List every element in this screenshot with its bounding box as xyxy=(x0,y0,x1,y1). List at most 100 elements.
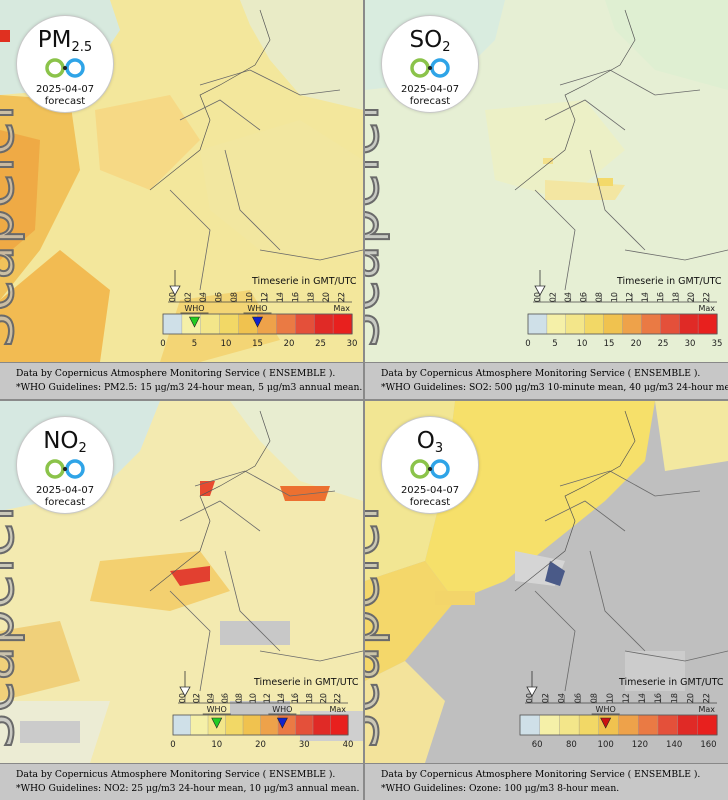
now-arrow-icon xyxy=(169,285,181,296)
colour-scale-step xyxy=(242,714,262,736)
scale-value-label: 25 xyxy=(658,339,669,349)
footer-who-guideline: *WHO Guidelines: NO2: 25 μg/m3 24-hour m… xyxy=(16,783,360,794)
who-marker-label: WHO xyxy=(272,705,292,714)
scale-value-label: 15 xyxy=(604,339,615,349)
colour-scale-step xyxy=(660,313,680,335)
hour-tick-label: 04 xyxy=(206,693,215,703)
hour-tick-label: 12 xyxy=(260,292,269,302)
hour-tick-label: 06 xyxy=(214,292,223,302)
timeserie-label: Timeserie in GMT/UTC xyxy=(254,677,359,688)
hour-tick-label: 14 xyxy=(641,292,650,302)
scale-value-label: 0 xyxy=(160,339,165,349)
hour-tick-label: 14 xyxy=(638,693,647,703)
hour-tick-label: 04 xyxy=(199,292,208,302)
pollutant-title: O3 xyxy=(416,428,444,457)
hour-tick-label: 08 xyxy=(589,693,598,703)
now-arrow-icon xyxy=(526,686,538,697)
colour-scale-step xyxy=(578,714,600,736)
colour-scale-step xyxy=(219,313,240,335)
hour-tick-label: 10 xyxy=(610,292,619,302)
who-marker-label: WHO xyxy=(184,304,204,313)
scale-value-label: 160 xyxy=(700,740,716,750)
scale-value-label: 30 xyxy=(685,339,696,349)
colour-scale-step xyxy=(295,714,314,736)
scale-value-label: 80 xyxy=(566,740,577,750)
scale-value-label: 15 xyxy=(252,339,263,349)
pollutant-badge: NO2 2025-04-07 forecast xyxy=(16,416,114,514)
footer-no2: Data by Copernicus Atmosphere Monitoring… xyxy=(0,763,363,800)
who-marker-icon xyxy=(600,717,612,729)
scale-value-label: 25 xyxy=(315,339,326,349)
hour-tick-label: 08 xyxy=(234,693,243,703)
legend-o3: 00 02 04 06 08 10 12 14 16 18 20 22 Max 60 80 100 120 140… xyxy=(519,671,718,750)
forecast-label: forecast xyxy=(409,497,451,508)
timeserie-label: Timeserie in GMT/UTC xyxy=(619,677,724,688)
hour-tick-label: 06 xyxy=(573,693,582,703)
footer-source: Data by Copernicus Atmosphere Monitoring… xyxy=(381,368,701,379)
footer-source: Data by Copernicus Atmosphere Monitoring… xyxy=(16,368,336,379)
footer-who-guideline: *WHO Guidelines: Ozone: 100 μg/m3 8-hour… xyxy=(381,783,620,794)
panel-o3: Scapeler O3 2025-04-07 forecast Timeseri… xyxy=(365,401,728,800)
colour-scale-step xyxy=(641,313,661,335)
infinity-logo-icon xyxy=(45,459,85,479)
hour-tick-label: 18 xyxy=(670,693,679,703)
legend-so2: 00 02 04 06 08 10 12 14 16 18 20 22 Max 0 5 10 15 20 25 30 3… xyxy=(525,270,722,349)
colour-scale-step xyxy=(603,313,624,335)
colour-scale-step xyxy=(332,313,353,335)
max-label: Max xyxy=(329,705,346,714)
max-label: Max xyxy=(698,304,715,313)
now-arrow-icon xyxy=(534,285,546,296)
hour-tick-label: 02 xyxy=(541,693,550,703)
forecast-label: forecast xyxy=(409,96,451,107)
colour-scale-step xyxy=(190,714,209,736)
colour-scale-step xyxy=(677,714,699,736)
hour-tick-label: 12 xyxy=(625,292,634,302)
scale-value-label: 0 xyxy=(170,740,175,750)
colour-scale-step xyxy=(618,714,639,736)
colour-scale-step xyxy=(565,313,586,335)
hour-tick-label: 16 xyxy=(291,693,300,703)
hour-tick-label: 02 xyxy=(183,292,192,302)
hour-tick-label: 12 xyxy=(622,693,631,703)
who-marker-icon xyxy=(276,717,288,729)
who-marker-label: WHO xyxy=(596,705,616,714)
colour-scale-step xyxy=(260,714,279,736)
forecast-label: forecast xyxy=(44,96,86,107)
footer-o3: Data by Copernicus Atmosphere Monitoring… xyxy=(365,763,728,800)
who-marker-label: WHO xyxy=(247,304,267,313)
who-marker-label: WHO xyxy=(207,705,227,714)
colour-scale-step xyxy=(679,313,699,335)
hour-tick-label: 20 xyxy=(319,693,328,703)
hour-tick-label: 04 xyxy=(557,693,566,703)
hour-tick-label: 02 xyxy=(192,693,201,703)
hour-tick-label: 08 xyxy=(229,292,238,302)
hour-tick-label: 10 xyxy=(248,693,257,703)
hour-tick-label: 22 xyxy=(333,693,342,703)
hour-tick-label: 00 xyxy=(525,693,534,703)
hour-tick-label: 20 xyxy=(687,292,696,302)
pollutant-badge: PM2.5 2025-04-07 forecast xyxy=(16,15,114,113)
timeserie-label: Timeserie in GMT/UTC xyxy=(617,276,722,287)
scale-value-label: 10 xyxy=(221,339,232,349)
footer-who-guideline: *WHO Guidelines: PM2.5: 15 μg/m3 24-hour… xyxy=(16,382,363,393)
forecast-label: forecast xyxy=(44,497,86,508)
scale-value-label: 100 xyxy=(598,740,614,750)
now-arrow-icon xyxy=(179,686,191,697)
hour-tick-label: 10 xyxy=(605,693,614,703)
hour-tick-label: 14 xyxy=(277,693,286,703)
hour-tick-label: 16 xyxy=(654,693,663,703)
scale-value-label: 40 xyxy=(343,740,354,750)
colour-scale-step xyxy=(314,313,334,335)
hour-tick-label: 00 xyxy=(533,292,542,302)
hour-tick-label: 20 xyxy=(686,693,695,703)
colour-scale-step xyxy=(622,313,643,335)
forecast-date: 2025-04-07 xyxy=(400,84,460,95)
infinity-logo-icon xyxy=(410,58,450,78)
pollutant-title: PM2.5 xyxy=(37,27,93,56)
forecast-date: 2025-04-07 xyxy=(35,84,95,95)
colour-scale-frame xyxy=(172,714,349,736)
scale-value-label: 5 xyxy=(552,339,557,349)
colour-scale-frame xyxy=(519,714,718,736)
scale-value-label: 30 xyxy=(299,740,310,750)
